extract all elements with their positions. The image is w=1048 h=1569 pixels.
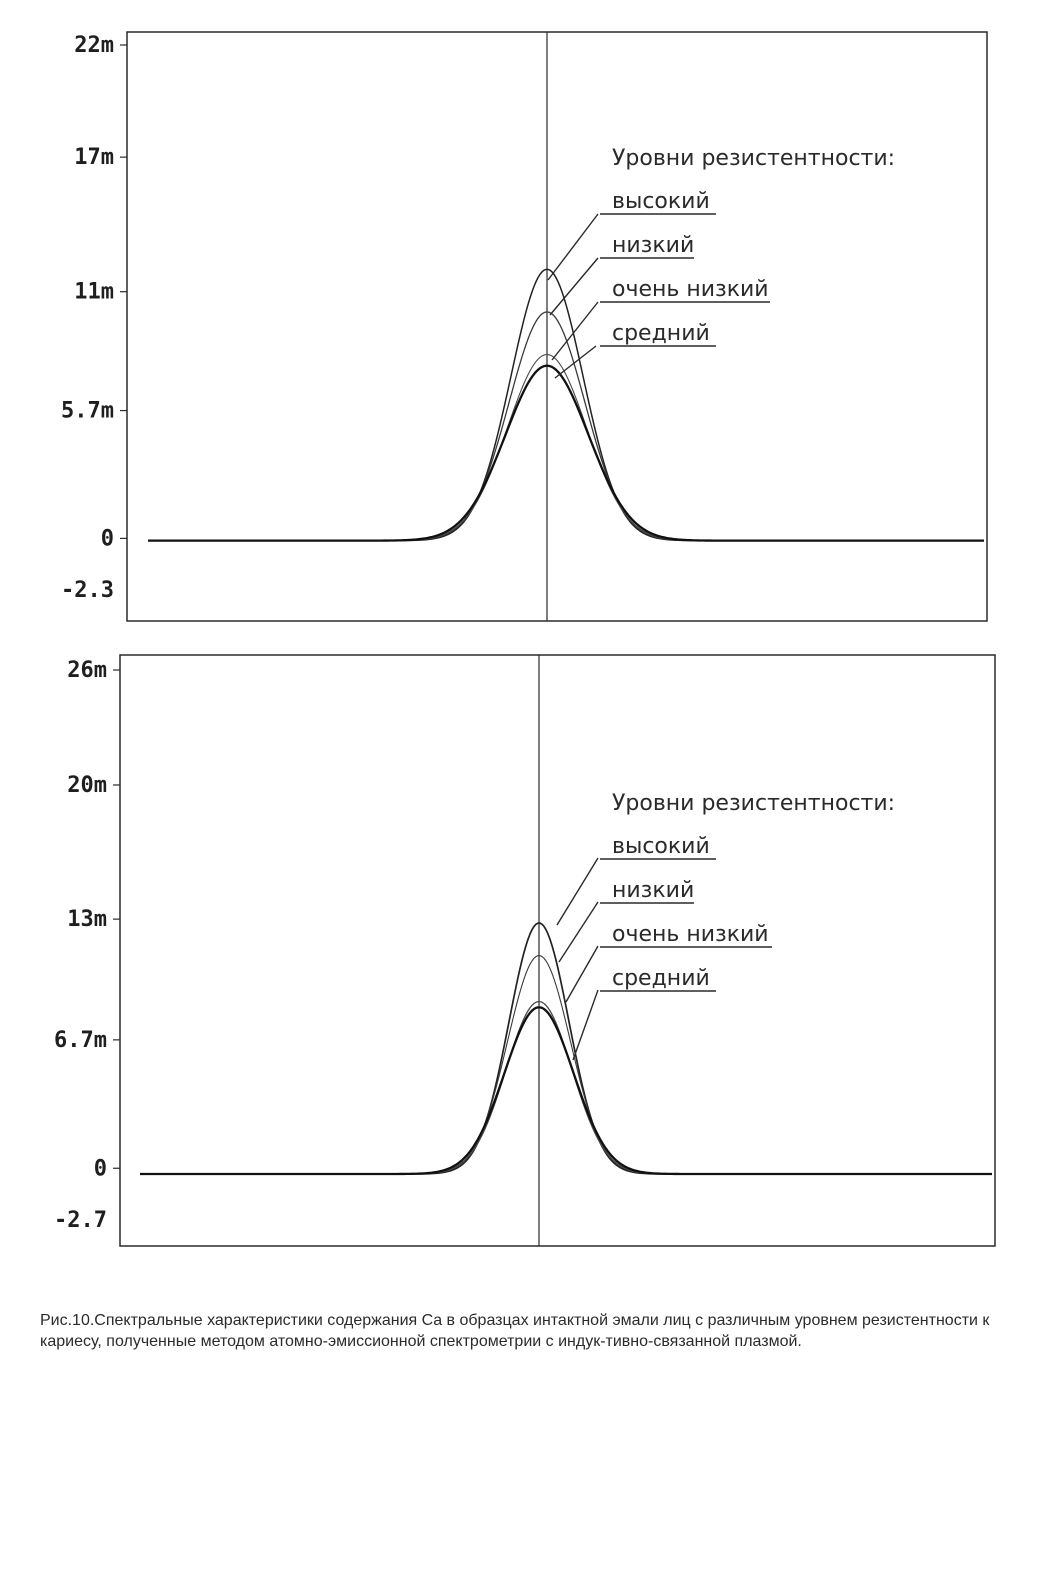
series-line (140, 1006, 992, 1176)
plot-frame (119, 654, 996, 1247)
series-line (140, 955, 992, 1175)
legend-leader-line (558, 901, 599, 963)
legend-label: очень низкий (612, 277, 769, 302)
series-line (140, 1000, 992, 1175)
y-tick-label: -2.7 (54, 1208, 107, 1233)
legend-title: Уровни резистентности: (612, 791, 895, 816)
legend-leader-line (551, 301, 599, 361)
legend-leader-line (549, 257, 599, 316)
legend-leader-line (572, 989, 599, 1061)
legend-label: средний (612, 321, 710, 346)
y-tick-label: 11m (74, 280, 114, 305)
y-tick-label: 13m (67, 907, 107, 932)
figure-caption: Рис.10.Спектральные характеристики содер… (40, 1312, 990, 1350)
y-tick-label: 6.7m (54, 1028, 107, 1053)
series-line (148, 364, 984, 542)
y-tick-label: 26m (67, 658, 107, 683)
legend-title: Уровни резистентности: (612, 146, 895, 171)
y-tick-label: -2.3 (61, 578, 114, 603)
y-tick-label: 20m (67, 773, 107, 798)
legend-label: высокий (612, 189, 710, 214)
legend-leader-line (547, 213, 599, 281)
legend-leader-line (554, 345, 597, 379)
legend-label: низкий (612, 878, 694, 903)
plot-frame (126, 31, 988, 622)
legend-leader-line (565, 945, 599, 1003)
y-tick-label: 0 (101, 526, 114, 551)
legend-label: средний (612, 966, 710, 991)
legend-leader-line (556, 857, 599, 926)
y-tick-label: 5.7m (61, 399, 114, 424)
y-tick-label: 0 (94, 1156, 107, 1181)
legend-label: низкий (612, 233, 694, 258)
chart-top: 22m 17m 11m 5.7m 0 -2.3 Уровни резистентности:… (61, 31, 988, 622)
series-line (148, 268, 984, 542)
legend-label: очень низкий (612, 922, 769, 947)
y-tick-label: 22m (74, 33, 114, 58)
series-line (148, 311, 984, 542)
y-tick-label: 17m (74, 145, 114, 170)
chart-bottom: 26m 20m 13m 6.7m 0 -2.7 Уровни резистентности:… (54, 654, 996, 1247)
legend-label: высокий (612, 834, 710, 859)
